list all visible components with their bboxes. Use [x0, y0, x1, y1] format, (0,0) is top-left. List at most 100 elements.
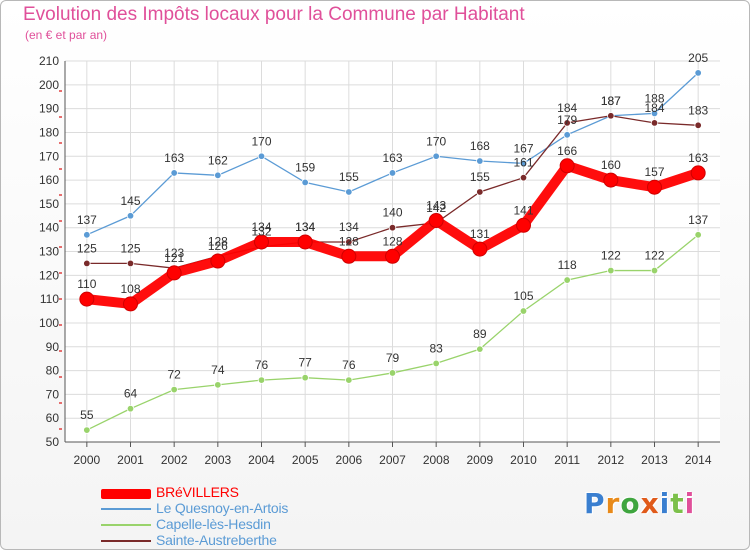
point-sainte-austreberthe-2010 [519, 173, 528, 182]
point-capelle-l-s-hesdin-2008 [432, 359, 440, 368]
point-sainte-austreberthe-2011 [563, 119, 571, 127]
y-tick-label-50: 50 [46, 435, 60, 449]
logo-letter: x [640, 487, 660, 520]
data-label-sainte-austreberthe-2000: 125 [77, 241, 97, 255]
data-label-sainte-austreberthe-2012: 187 [601, 94, 621, 108]
data-label-sainte-austreberthe-2006: 134 [339, 220, 359, 234]
grid-lines [65, 60, 720, 443]
data-label-capelle-l-s-hesdin-2005: 77 [298, 356, 312, 370]
data-label-br-villers-2003: 126 [208, 239, 228, 253]
point-br-villers-2007 [385, 248, 400, 264]
data-label-br-villers-2010: 141 [513, 203, 533, 217]
y-tick-label-150: 150 [39, 197, 59, 211]
data-label-le-quesnoy-en-artois-2002: 163 [164, 151, 184, 165]
point-le-quesnoy-en-artois-2010 [519, 159, 528, 168]
y-tick-label-70: 70 [46, 387, 60, 401]
y-tick-label-200: 200 [39, 78, 59, 92]
point-capelle-l-s-hesdin-2011 [563, 276, 571, 284]
y-tick-label-120: 120 [39, 268, 59, 282]
point-br-villers-2003 [210, 253, 226, 269]
logo-letter: i [659, 487, 671, 520]
data-label-capelle-l-s-hesdin-2007: 79 [386, 351, 400, 365]
point-sainte-austreberthe-2013 [650, 119, 659, 127]
point-sainte-austreberthe-2007 [388, 223, 397, 232]
data-label-sainte-austreberthe-2004: 132 [251, 225, 271, 239]
data-label-capelle-l-s-hesdin-2012: 122 [601, 249, 621, 263]
data-label-le-quesnoy-en-artois-2011: 179 [557, 113, 577, 127]
data-label-le-quesnoy-en-artois-2008: 170 [426, 134, 446, 148]
data-label-sainte-austreberthe-2013: 184 [644, 101, 664, 115]
point-le-quesnoy-en-artois-2005 [301, 178, 309, 187]
point-capelle-l-s-hesdin-2012 [607, 266, 615, 275]
point-capelle-l-s-hesdin-2013 [650, 266, 659, 275]
page-subtitle: (en € et par an) [25, 28, 108, 42]
x-tick-label-2005: 2005 [292, 453, 319, 467]
logo-letter: o [620, 487, 641, 520]
point-br-villers-2011 [559, 158, 575, 174]
logo-letter: r [605, 487, 621, 520]
data-label-sainte-austreberthe-2008: 142 [426, 201, 446, 215]
data-label-le-quesnoy-en-artois-2007: 163 [382, 151, 402, 165]
series-lines [79, 69, 706, 434]
data-label-le-quesnoy-en-artois-2001: 145 [120, 194, 140, 208]
data-label-capelle-l-s-hesdin-2011: 118 [558, 258, 577, 272]
data-label-capelle-l-s-hesdin-2008: 83 [429, 341, 443, 355]
logo-letter: P [584, 487, 606, 520]
data-label-capelle-l-s-hesdin-2003: 74 [211, 363, 225, 377]
point-br-villers-2004 [254, 234, 269, 250]
point-capelle-l-s-hesdin-2005 [301, 374, 309, 382]
x-tick-label-2006: 2006 [335, 453, 362, 467]
point-br-villers-2009 [472, 241, 488, 257]
point-capelle-l-s-hesdin-2014 [694, 231, 702, 239]
data-label-le-quesnoy-en-artois-2009: 168 [470, 139, 490, 153]
point-br-villers-2002 [166, 265, 182, 281]
logo-letter: i [684, 487, 696, 520]
point-br-villers-2005 [297, 234, 313, 250]
data-label-br-villers-2004: 134 [251, 220, 271, 234]
point-capelle-l-s-hesdin-2010 [519, 307, 528, 315]
point-capelle-l-s-hesdin-2007 [388, 369, 397, 377]
x-tick-label-2014: 2014 [685, 453, 712, 467]
data-label-br-villers-2013: 157 [644, 165, 664, 179]
y-tick-label-160: 160 [39, 173, 59, 187]
y-tick-label-110: 110 [40, 292, 59, 306]
data-labels: 137 145 163 162 170 159 155 163 170 168 167 179 187 1… [77, 51, 709, 422]
data-label-sainte-austreberthe-2005: 134 [295, 220, 315, 234]
data-label-br-villers-2009: 131 [470, 227, 490, 241]
x-tick-label-2001: 2001 [117, 453, 144, 467]
x-tick-label-2000: 2000 [73, 453, 100, 467]
point-br-villers-2008 [428, 213, 444, 229]
data-label-le-quesnoy-en-artois-2012: 187 [601, 94, 621, 108]
data-label-br-villers-2001: 108 [120, 282, 140, 296]
point-capelle-l-s-hesdin-2004 [257, 376, 266, 384]
data-label-capelle-l-s-hesdin-2013: 122 [644, 249, 664, 263]
data-label-sainte-austreberthe-2007: 140 [382, 206, 402, 220]
point-capelle-l-s-hesdin-2003 [214, 381, 222, 389]
x-tick-label-2010: 2010 [510, 453, 537, 467]
point-le-quesnoy-en-artois-2013 [650, 109, 659, 118]
data-label-capelle-l-s-hesdin-2002: 72 [167, 368, 181, 382]
point-br-villers-2012 [603, 172, 619, 188]
y-tick-label-100: 100 [39, 316, 59, 330]
data-label-sainte-austreberthe-2009: 155 [470, 170, 490, 184]
point-capelle-l-s-hesdin-2009 [476, 345, 484, 353]
data-label-le-quesnoy-en-artois-2014: 205 [688, 51, 708, 65]
x-tick-label-2007: 2007 [379, 453, 406, 467]
data-label-br-villers-2000: 110 [77, 277, 96, 291]
y-tick-label-180: 180 [39, 125, 59, 139]
point-sainte-austreberthe-2001 [126, 259, 135, 268]
point-sainte-austreberthe-2006 [345, 238, 353, 246]
y-tick-label-190: 190 [39, 102, 59, 116]
data-label-sainte-austreberthe-2014: 183 [688, 103, 708, 117]
legend-swatch-brevillers [101, 489, 151, 499]
x-tick-label-2003: 2003 [204, 453, 231, 467]
data-label-br-villers-2006: 128 [339, 234, 359, 248]
point-le-quesnoy-en-artois-2001 [126, 212, 135, 220]
x-tick-label-2013: 2013 [641, 453, 668, 467]
point-sainte-austreberthe-2000 [83, 259, 91, 268]
x-tick-label-2004: 2004 [248, 453, 275, 467]
logo-letter: t [670, 487, 685, 520]
data-label-capelle-l-s-hesdin-2010: 105 [513, 289, 533, 303]
